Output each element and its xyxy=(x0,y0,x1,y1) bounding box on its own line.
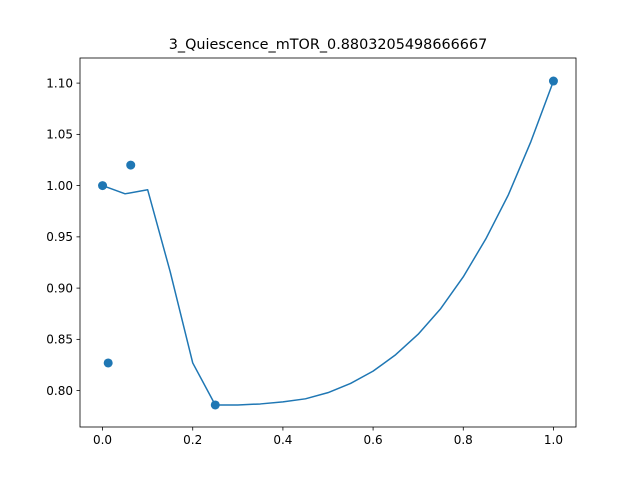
data-point xyxy=(126,160,136,170)
y-tick-label: 0.80 xyxy=(46,384,73,398)
axes-frame xyxy=(79,57,577,428)
y-tick-label: 0.85 xyxy=(46,333,73,347)
y-tick-label: 0.90 xyxy=(46,281,73,295)
plot-area xyxy=(98,76,558,410)
data-point xyxy=(103,358,113,368)
series-line xyxy=(101,80,555,406)
y-axis: 0.80 0.85 0.90 0.95 1.00 1.05 1.10 xyxy=(46,76,80,398)
y-tick-label: 0.95 xyxy=(46,230,73,244)
x-tick-label: 0.6 xyxy=(364,433,383,447)
x-tick-label: 0.0 xyxy=(93,433,112,447)
y-tick-label: 1.05 xyxy=(46,128,73,142)
x-tick-label: 0.4 xyxy=(273,433,292,447)
x-tick-label: 0.2 xyxy=(183,433,202,447)
x-axis: 0.0 0.2 0.4 0.6 0.8 1.0 xyxy=(93,427,563,447)
chart-title: 3_Quiescence_mTOR_0.8803205498666667 xyxy=(169,37,488,53)
x-tick-label: 0.8 xyxy=(454,433,473,447)
y-tick-label: 1.10 xyxy=(46,76,73,90)
x-tick-label: 1.0 xyxy=(544,433,563,447)
y-tick-label: 1.00 xyxy=(46,179,73,193)
